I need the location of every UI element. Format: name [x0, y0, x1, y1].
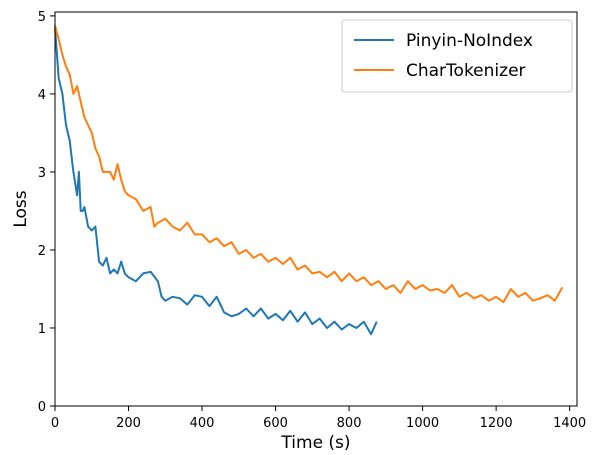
legend-label-pinyin-noindex: Pinyin-NoIndex: [406, 31, 533, 51]
y-axis-label: Loss: [11, 190, 31, 227]
y-tick-label: 0: [38, 400, 46, 415]
x-axis-ticks: 0 200 400 600 800 1000 1200 1400: [51, 406, 586, 431]
legend: Pinyin-NoIndex CharTokenizer: [341, 19, 573, 93]
series-layer: [54, 25, 564, 336]
x-tick-label: 1200: [480, 416, 513, 431]
x-tick-label: 1000: [406, 416, 439, 431]
x-tick-label: 400: [190, 416, 215, 431]
x-tick-label: 0: [51, 416, 59, 431]
y-axis-ticks: 0 1 2 3 4 5: [38, 10, 55, 415]
series-line-chartokenizer: [54, 25, 564, 304]
series-line-pinyin-noindex: [54, 27, 378, 336]
y-tick-label: 5: [38, 10, 46, 25]
y-tick-label: 3: [38, 166, 46, 181]
x-tick-label: 200: [116, 416, 141, 431]
y-tick-label: 1: [38, 322, 46, 337]
legend-box: [341, 19, 573, 93]
y-tick-label: 4: [38, 88, 46, 103]
x-tick-label: 800: [337, 416, 362, 431]
x-axis-label: Time (s): [280, 433, 350, 453]
legend-label-chartokenizer: CharTokenizer: [406, 61, 526, 81]
y-tick-label: 2: [38, 244, 46, 259]
x-tick-label: 1400: [553, 416, 586, 431]
plot-area-frame: [54, 11, 578, 407]
x-tick-label: 600: [263, 416, 288, 431]
